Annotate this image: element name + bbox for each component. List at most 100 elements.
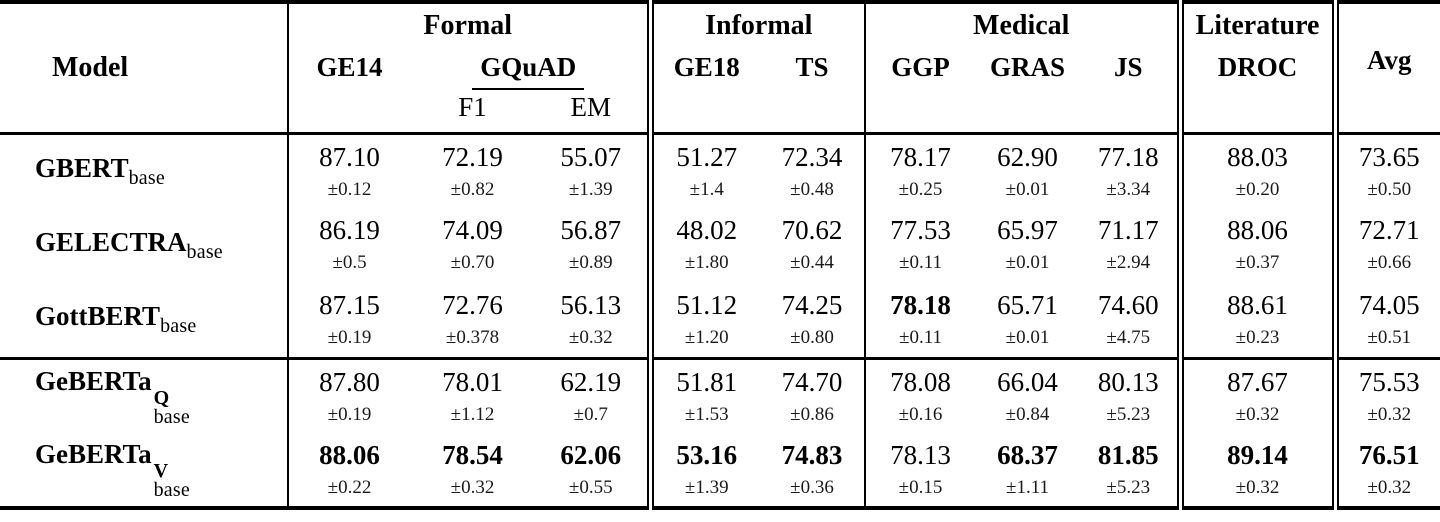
score-cell: 51.12 ±1.20 bbox=[650, 283, 760, 358]
column-header-ts: TS bbox=[760, 48, 867, 133]
score-value: 66.04 bbox=[997, 366, 1058, 397]
score-value: 62.90 bbox=[997, 141, 1058, 172]
score-std: ±1.20 bbox=[684, 327, 729, 348]
score-value: 78.13 bbox=[890, 440, 951, 470]
score-std: ±4.75 bbox=[1106, 327, 1151, 348]
score-std: ±0.16 bbox=[898, 403, 943, 425]
score-value: 74.25 bbox=[781, 290, 843, 320]
score-std: ±0.23 bbox=[1235, 327, 1280, 348]
score-value: 48.02 bbox=[676, 215, 738, 245]
table-header: Model Formal Informal Medical Literature… bbox=[0, 2, 1440, 133]
score-cell: 56.87 ±0.89 bbox=[535, 208, 654, 283]
score-std: ±0.48 bbox=[790, 178, 834, 200]
score-value: 56.87 bbox=[560, 215, 622, 245]
score-std: ±0.32 bbox=[1367, 477, 1412, 498]
table-row: GELECTRAbase 86.19 ±0.5 74.09 ±0.70 56.87 ±0.8… bbox=[0, 208, 1440, 283]
model-subscript: base bbox=[153, 405, 190, 428]
column-header-ge18: GE18 bbox=[673, 52, 740, 82]
score-value: 74.70 bbox=[781, 366, 843, 397]
score-std: ±0.32 bbox=[1235, 477, 1280, 498]
score-cell: 70.62 ±0.44 bbox=[760, 208, 867, 283]
score-value: 65.71 bbox=[997, 290, 1058, 320]
score-std: ±0.89 bbox=[568, 252, 613, 273]
score-std: ±0.12 bbox=[327, 178, 372, 200]
score-std: ±0.70 bbox=[450, 252, 495, 273]
score-std: ±0.22 bbox=[327, 477, 372, 498]
score-cell: 62.90 ±0.01 bbox=[975, 133, 1080, 208]
score-cell: 78.54 ±0.32 bbox=[410, 433, 535, 508]
model-subscript: base bbox=[186, 241, 223, 263]
group-header-informal: Informal bbox=[650, 2, 867, 48]
score-std: ±0.32 bbox=[1235, 403, 1280, 425]
score-value: 72.34 bbox=[781, 141, 843, 172]
results-table: Model Formal Informal Medical Literature… bbox=[0, 0, 1440, 510]
score-value: 51.27 bbox=[676, 141, 738, 172]
score-value: 76.51 bbox=[1358, 440, 1420, 470]
score-cell: 89.14 ±0.32 bbox=[1180, 433, 1339, 508]
score-value: 88.06 bbox=[319, 440, 380, 470]
score-value: 87.10 bbox=[319, 141, 380, 172]
score-cell: 72.19 ±0.82 bbox=[410, 133, 535, 208]
score-cell: 88.03 ±0.20 bbox=[1180, 133, 1339, 208]
column-header-model: Model bbox=[0, 2, 289, 133]
score-std: ±0.36 bbox=[790, 477, 834, 498]
score-std: ±0.01 bbox=[1005, 178, 1050, 200]
score-std: ±0.5 bbox=[332, 252, 367, 273]
model-name: GELECTRA bbox=[35, 227, 187, 257]
score-cell: 55.07 ±1.39 bbox=[535, 133, 654, 208]
score-value: 72.76 bbox=[442, 290, 503, 320]
score-cell: 48.02 ±1.80 bbox=[650, 208, 760, 283]
score-value: 77.18 bbox=[1097, 141, 1159, 172]
score-std: ±0.378 bbox=[445, 327, 500, 348]
score-cell: 74.05 ±0.51 bbox=[1335, 283, 1440, 358]
score-cell: 74.83 ±0.36 bbox=[760, 433, 867, 508]
column-header-ggp: GGP bbox=[891, 52, 950, 82]
score-value: 62.06 bbox=[560, 440, 622, 470]
score-std: ±1.12 bbox=[450, 403, 495, 425]
score-value: 56.13 bbox=[560, 290, 622, 320]
group-header-literature: Literature bbox=[1180, 2, 1339, 48]
score-std: ±1.80 bbox=[684, 252, 729, 273]
score-cell: 75.53 ±0.32 bbox=[1335, 358, 1440, 433]
score-std: ±0.44 bbox=[790, 252, 834, 273]
score-std: ±0.80 bbox=[790, 327, 834, 348]
score-cell: 78.08 ±0.16 bbox=[865, 358, 975, 433]
table-row: GottBERTbase 87.15 ±0.19 72.76 ±0.378 56.13 ±0… bbox=[0, 283, 1440, 358]
score-cell: 88.61 ±0.23 bbox=[1180, 283, 1339, 358]
score-cell: 78.13 ±0.15 bbox=[865, 433, 975, 508]
score-cell: 72.34 ±0.48 bbox=[760, 133, 867, 208]
score-cell: 86.19 ±0.5 bbox=[288, 208, 410, 283]
column-header-gquad: GQuAD bbox=[410, 48, 654, 92]
score-cell: 65.71 ±0.01 bbox=[975, 283, 1080, 358]
score-std: ±0.86 bbox=[790, 403, 834, 425]
model-subscript: base bbox=[160, 315, 197, 338]
model-subscript: base bbox=[153, 479, 190, 501]
score-value: 87.67 bbox=[1227, 366, 1288, 397]
score-cell: 77.18 ±3.34 bbox=[1080, 133, 1184, 208]
score-std: ±0.01 bbox=[1005, 327, 1050, 348]
column-header-f1: F1 bbox=[458, 92, 487, 122]
score-std: ±0.01 bbox=[1005, 252, 1050, 273]
score-value: 88.06 bbox=[1227, 215, 1288, 245]
score-cell: 56.13 ±0.32 bbox=[535, 283, 654, 358]
score-cell: 62.19 ±0.7 bbox=[535, 358, 654, 433]
score-value: 74.83 bbox=[781, 440, 843, 470]
model-name: GeBERTa bbox=[35, 365, 152, 396]
score-cell: 74.60 ±4.75 bbox=[1080, 283, 1184, 358]
score-std: ±0.11 bbox=[899, 327, 942, 348]
score-std: ±0.66 bbox=[1367, 252, 1412, 273]
score-value: 72.71 bbox=[1358, 215, 1420, 245]
score-std: ±0.19 bbox=[327, 327, 372, 348]
score-std: ±2.94 bbox=[1106, 252, 1151, 273]
score-cell: 72.76 ±0.378 bbox=[410, 283, 535, 358]
score-value: 88.61 bbox=[1227, 290, 1288, 320]
score-value: 75.53 bbox=[1358, 366, 1420, 397]
score-std: ±1.11 bbox=[1006, 477, 1049, 498]
score-value: 78.54 bbox=[442, 440, 503, 470]
score-std: ±0.19 bbox=[327, 403, 372, 425]
score-value: 68.37 bbox=[997, 440, 1058, 470]
score-cell: 74.70 ±0.86 bbox=[760, 358, 867, 433]
